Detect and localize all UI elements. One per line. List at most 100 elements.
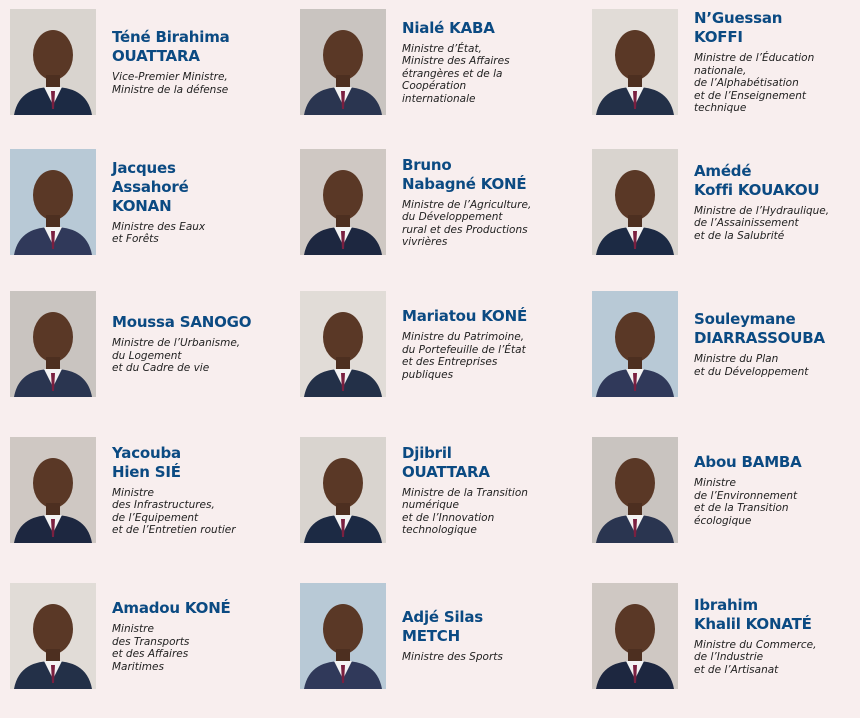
role-line: Ministre de l’Éducation	[694, 52, 815, 65]
role-line: Ministre du Patrimoine,	[402, 331, 525, 343]
role-line: Ministre de l’Hydraulique,	[694, 204, 830, 217]
role-line: de l’Equipement	[112, 511, 199, 524]
minister-info: Jacques Assahoré KONAN Ministre des Eaux et …	[112, 159, 205, 246]
portrait	[592, 291, 678, 397]
portrait	[10, 149, 96, 255]
minister-role: Vice-Premier Ministre, Ministre de la déf…	[112, 71, 230, 96]
minister-role: Ministre du Commerce, de l’Industrie et de…	[694, 639, 816, 677]
minister-role: Ministre de la Transition numérique et de …	[402, 487, 528, 537]
minister-info: Yacouba Hien SIÉ Ministre des Infrastructur…	[112, 444, 236, 537]
minister-name: Amédé Koffi KOUAKOU	[694, 162, 829, 200]
name-line: Amadou KONÉ	[112, 599, 231, 617]
minister-name: Moussa SANOGO	[112, 313, 251, 332]
name-line: Nabagné KONÉ	[402, 174, 527, 193]
name-line: Assahoré	[112, 177, 189, 196]
minister-info: Souleymane DIARRASSOUBA Ministre du Plan et…	[694, 310, 825, 378]
minister-card: Ibrahim Khalil KONATÉ Ministre du Commerce…	[592, 582, 854, 690]
minister-info: Téné Birahima OUATTARA Vice-Premier Minist…	[112, 28, 230, 96]
name-line: OUATTARA	[402, 462, 490, 481]
role-line: de l’Alphabétisation	[694, 77, 799, 90]
role-line: technologique	[402, 524, 477, 536]
role-line: étrangères et de la	[402, 67, 503, 80]
role-line: et de la Transition	[694, 502, 789, 514]
minister-card: Adjé Silas METCH Ministre des Sports	[300, 582, 562, 690]
minister-role: Ministre des Eaux et Forêts	[112, 221, 205, 246]
minister-role: Ministre de l’Hydraulique, de l’Assainiss…	[694, 205, 829, 243]
minister-info: Adjé Silas METCH Ministre des Sports	[402, 608, 503, 664]
minister-name: Yacouba Hien SIÉ	[112, 444, 236, 482]
minister-info: Bruno Nabagné KONÉ Ministre de l’Agricultu…	[402, 156, 531, 249]
minister-role: Ministre de l’Agriculture, du Développeme…	[402, 199, 531, 249]
role-line: et du Cadre de vie	[112, 362, 210, 375]
minister-name: Bruno Nabagné KONÉ	[402, 156, 531, 194]
role-line: et du Développement	[694, 365, 809, 378]
name-line: KOFFI	[694, 28, 743, 47]
name-line: Khalil KONATÉ	[694, 614, 812, 633]
portrait	[300, 9, 386, 115]
minister-info: Nialé KABA Ministre d’État, Ministre des A…	[402, 19, 510, 106]
name-line: Amédé	[694, 161, 752, 180]
minister-card: Téné Birahima OUATTARA Vice-Premier Minist…	[10, 8, 272, 116]
role-line: rural et des Productions	[402, 223, 528, 236]
minister-role: Ministre d’État, Ministre des Affaires étr…	[402, 43, 510, 106]
portrait	[592, 437, 678, 543]
role-line: Ministre	[112, 623, 154, 635]
role-line: du Logement	[112, 349, 182, 362]
name-line: Jacques	[112, 158, 176, 177]
minister-name: Amadou KONÉ	[112, 599, 231, 618]
role-line: de l’Environnement	[694, 489, 798, 502]
name-line: Ibrahim	[694, 595, 758, 614]
minister-info: Moussa SANOGO Ministre de l’Urbanisme, du …	[112, 313, 251, 375]
portrait	[592, 583, 678, 689]
name-line: Moussa SANOGO	[112, 313, 252, 332]
role-line: et de l’Enseignement	[694, 89, 807, 102]
minister-name: Ibrahim Khalil KONATÉ	[694, 596, 816, 634]
minister-role: Ministre de l’Environnement et de la Trans…	[694, 477, 802, 527]
minister-card: N’Guessan KOFFI Ministre de l’Éducation nat…	[592, 8, 854, 116]
name-line: Hien SIÉ	[112, 462, 181, 481]
name-line: DIARRASSOUBA	[694, 329, 825, 347]
role-line: de l’Industrie	[694, 651, 764, 664]
minister-info: Ibrahim Khalil KONATÉ Ministre du Commerce…	[694, 596, 816, 677]
minister-card: Djibril OUATTARA Ministre de la Transition…	[300, 436, 562, 544]
role-line: publiques	[402, 368, 454, 381]
role-line: et de l’Entretien routier	[112, 524, 236, 536]
role-line: vivrières	[402, 236, 448, 248]
role-line: Ministre de l’Agriculture,	[402, 198, 532, 211]
minister-card: Amédé Koffi KOUAKOU Ministre de l’Hydrauli…	[592, 148, 854, 256]
name-line: METCH	[402, 627, 460, 646]
role-line: des Transports	[112, 635, 190, 648]
role-line: de l’Assainissement	[694, 217, 799, 230]
minister-card: Jacques Assahoré KONAN Ministre des Eaux et …	[10, 148, 272, 256]
name-line: Yacouba	[112, 443, 181, 462]
name-line: Souleymane	[694, 310, 796, 328]
name-line: Nialé KABA	[402, 18, 495, 37]
minister-info: Abou BAMBA Ministre de l’Environnement et d…	[694, 453, 802, 527]
minister-name: Souleymane DIARRASSOUBA	[694, 310, 825, 348]
minister-info: Amadou KONÉ Ministre des Transports et des …	[112, 599, 231, 673]
role-line: Ministre	[112, 486, 154, 499]
portrait	[10, 291, 96, 397]
minister-name: Téné Birahima OUATTARA	[112, 28, 230, 66]
minister-name: Abou BAMBA	[694, 453, 802, 472]
portrait	[592, 149, 678, 255]
minister-role: Ministre de l’Urbanisme, du Logement et du…	[112, 337, 251, 375]
role-line: du Développement	[402, 211, 503, 223]
portrait	[300, 291, 386, 397]
minister-card: Abou BAMBA Ministre de l’Environnement et d…	[592, 436, 854, 544]
portrait	[10, 583, 96, 689]
minister-name: Djibril OUATTARA	[402, 444, 528, 482]
role-line: nationale,	[694, 64, 747, 77]
name-line: Bruno	[402, 155, 452, 174]
role-line: écologique	[694, 514, 752, 527]
minister-info: Mariatou KONÉ Ministre du Patrimoine, du P…	[402, 307, 527, 381]
minister-name: Jacques Assahoré KONAN	[112, 159, 205, 216]
minister-info: Amédé Koffi KOUAKOU Ministre de l’Hydrauli…	[694, 162, 829, 243]
minister-card: Nialé KABA Ministre d’État, Ministre des A…	[300, 8, 562, 116]
name-line: Koffi KOUAKOU	[694, 180, 820, 199]
role-line: internationale	[402, 92, 476, 105]
role-line: Ministre de l’Urbanisme,	[112, 337, 241, 350]
role-line: Ministre	[694, 477, 736, 489]
minister-role: Ministre du Plan et du Développement	[694, 353, 825, 378]
